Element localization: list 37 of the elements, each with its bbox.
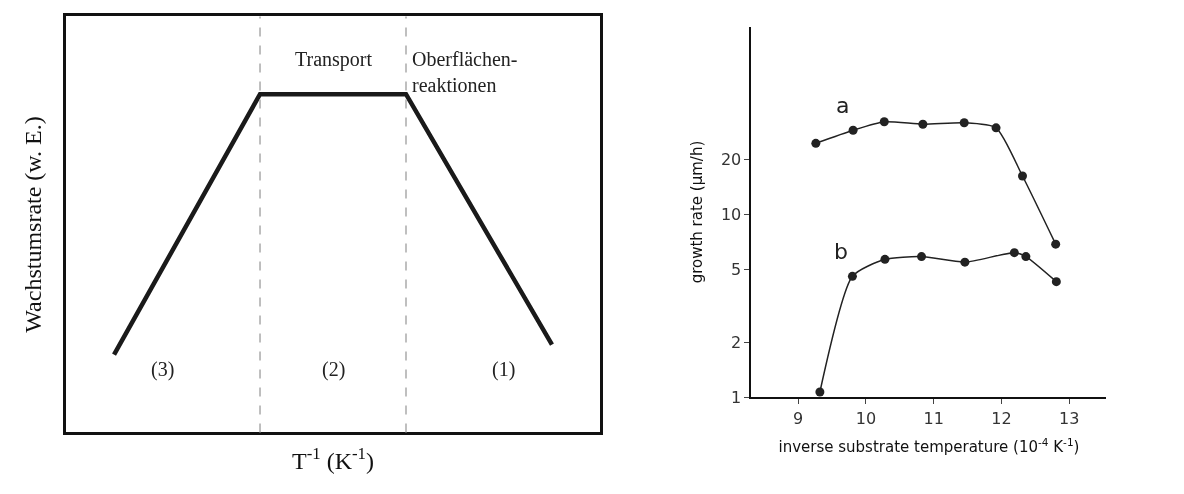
- point: [959, 118, 969, 128]
- y-axis-title: growth rate (µm/h): [687, 140, 706, 284]
- point: [991, 123, 1001, 133]
- point: [1017, 171, 1027, 181]
- x-tick-label: 12: [991, 408, 1012, 428]
- x-tick-label: 13: [1059, 408, 1080, 428]
- x-axis-title: inverse substrate temperature (10$^{-4}$ K$^{-1}$): [778, 435, 1080, 457]
- point: [1051, 277, 1061, 287]
- annotation: (3): [151, 358, 175, 381]
- y-tick-label: 2: [731, 332, 742, 352]
- y-tick-label: 10: [720, 205, 742, 225]
- point: [811, 138, 821, 148]
- point: [918, 119, 928, 129]
- point: [1051, 239, 1061, 249]
- text: Transport: [295, 48, 373, 71]
- x-tick-label: 10: [855, 408, 877, 428]
- point: [1021, 252, 1031, 262]
- point: [917, 252, 927, 262]
- point: [848, 125, 858, 135]
- series-label: b: [834, 239, 848, 264]
- annotation: (2): [322, 358, 346, 381]
- point: [815, 387, 825, 397]
- x-tick-label: 11: [923, 408, 944, 428]
- point: [960, 257, 970, 267]
- point: [879, 117, 889, 127]
- x-tick-label: 9: [793, 408, 804, 428]
- annotation: Oberflächen- reaktionen: [412, 48, 518, 96]
- point: [1009, 248, 1019, 258]
- y-tick-label: 20: [720, 150, 742, 170]
- y-tick-label: 5: [731, 260, 742, 280]
- point: [847, 271, 857, 281]
- annotation: (1): [492, 358, 516, 381]
- y-axis-title: Wachstumsrate (w. E.): [20, 116, 47, 333]
- x-axis-title: T$^{-1}$ (K$^{-1}$): [292, 443, 374, 474]
- series-label: a: [836, 93, 850, 118]
- y-tick-label: 1: [731, 387, 742, 407]
- point: [880, 254, 890, 264]
